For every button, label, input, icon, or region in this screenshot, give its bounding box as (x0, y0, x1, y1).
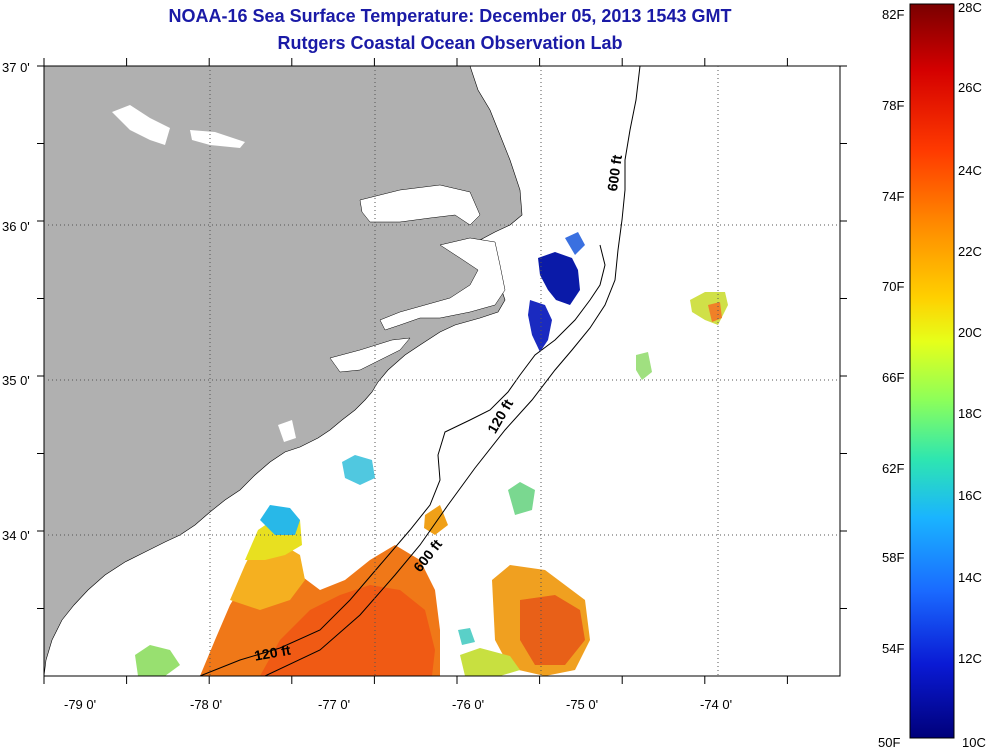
map-subtitle: Rutgers Coastal Ocean Observation Lab (277, 33, 623, 53)
inland-lake-3 (278, 420, 296, 442)
lon-label: -76 0' (452, 697, 485, 712)
colorbar-c-label: 28C (958, 0, 982, 15)
sst-patch-warm-core (260, 585, 435, 676)
map-frame (43, 65, 841, 677)
sst-patch-offshore-4 (508, 482, 535, 515)
colorbar-c-label: 16C (958, 488, 982, 503)
colorbar-f-label: 50F (878, 735, 901, 750)
sst-patch-east-2 (636, 352, 652, 380)
sst-patch-offshore-3 (460, 648, 520, 676)
contour-600ft (264, 66, 641, 676)
graticule (44, 66, 840, 676)
sst-patch-offshore-5 (424, 505, 448, 535)
inland-lake-1 (112, 105, 170, 145)
inland-lake-2 (190, 130, 245, 148)
sst-patch-offshore-2 (520, 595, 585, 665)
colorbar-c-label: 18C (958, 406, 982, 421)
colorbar (909, 3, 955, 739)
albemarle-sound (379, 237, 506, 331)
colorbar-c-label: 12C (958, 651, 982, 666)
sst-patch-cold-capehatteras (538, 252, 580, 305)
contour-120ft (199, 244, 606, 676)
lat-label: 37 0' (2, 60, 30, 75)
colorbar-c-label: 20C (958, 325, 982, 340)
sst-patch-cold-north (565, 232, 585, 255)
colorbar-f-label: 58F (882, 550, 905, 565)
colorbar-c-label: 24C (958, 163, 982, 178)
lon-label: -79 0' (64, 697, 97, 712)
colorbar-f-label: 66F (882, 370, 905, 385)
lon-label: -77 0' (318, 697, 351, 712)
colorbar-c-label: 22C (958, 244, 982, 259)
colorbar-f-label: 82F (882, 7, 905, 22)
neuse-river (329, 337, 411, 373)
map-title: NOAA-16 Sea Surface Temperature: Decembe… (168, 6, 732, 26)
lat-label: 36 0' (2, 219, 30, 234)
colorbar-c-label: 14C (958, 570, 982, 585)
lat-label: 34 0' (2, 528, 30, 543)
colorbar-f-label: 62F (882, 461, 905, 476)
sst-patch-cold-coastal-2 (342, 455, 375, 485)
lat-label: 35 0' (2, 373, 30, 388)
lon-label: -78 0' (190, 697, 223, 712)
axis-ticks (37, 58, 847, 684)
pamlico-sound (359, 184, 481, 226)
lon-label: -74 0' (700, 697, 733, 712)
colorbar-f-label: 78F (882, 98, 905, 113)
colorbar-f-label: 54F (882, 641, 905, 656)
colorbar-c-label: 10C (962, 735, 986, 750)
colorbar-f-label: 74F (882, 189, 905, 204)
lon-label: -75 0' (566, 697, 599, 712)
sst-patch-southwest-edge (135, 645, 180, 676)
sst-patch-cold-shelf (528, 300, 552, 352)
sst-patch-cold-coastal (260, 505, 300, 535)
sst-patch-offshore-6 (458, 628, 475, 645)
colorbar-c-label: 26C (958, 80, 982, 95)
colorbar-f-label: 70F (882, 279, 905, 294)
